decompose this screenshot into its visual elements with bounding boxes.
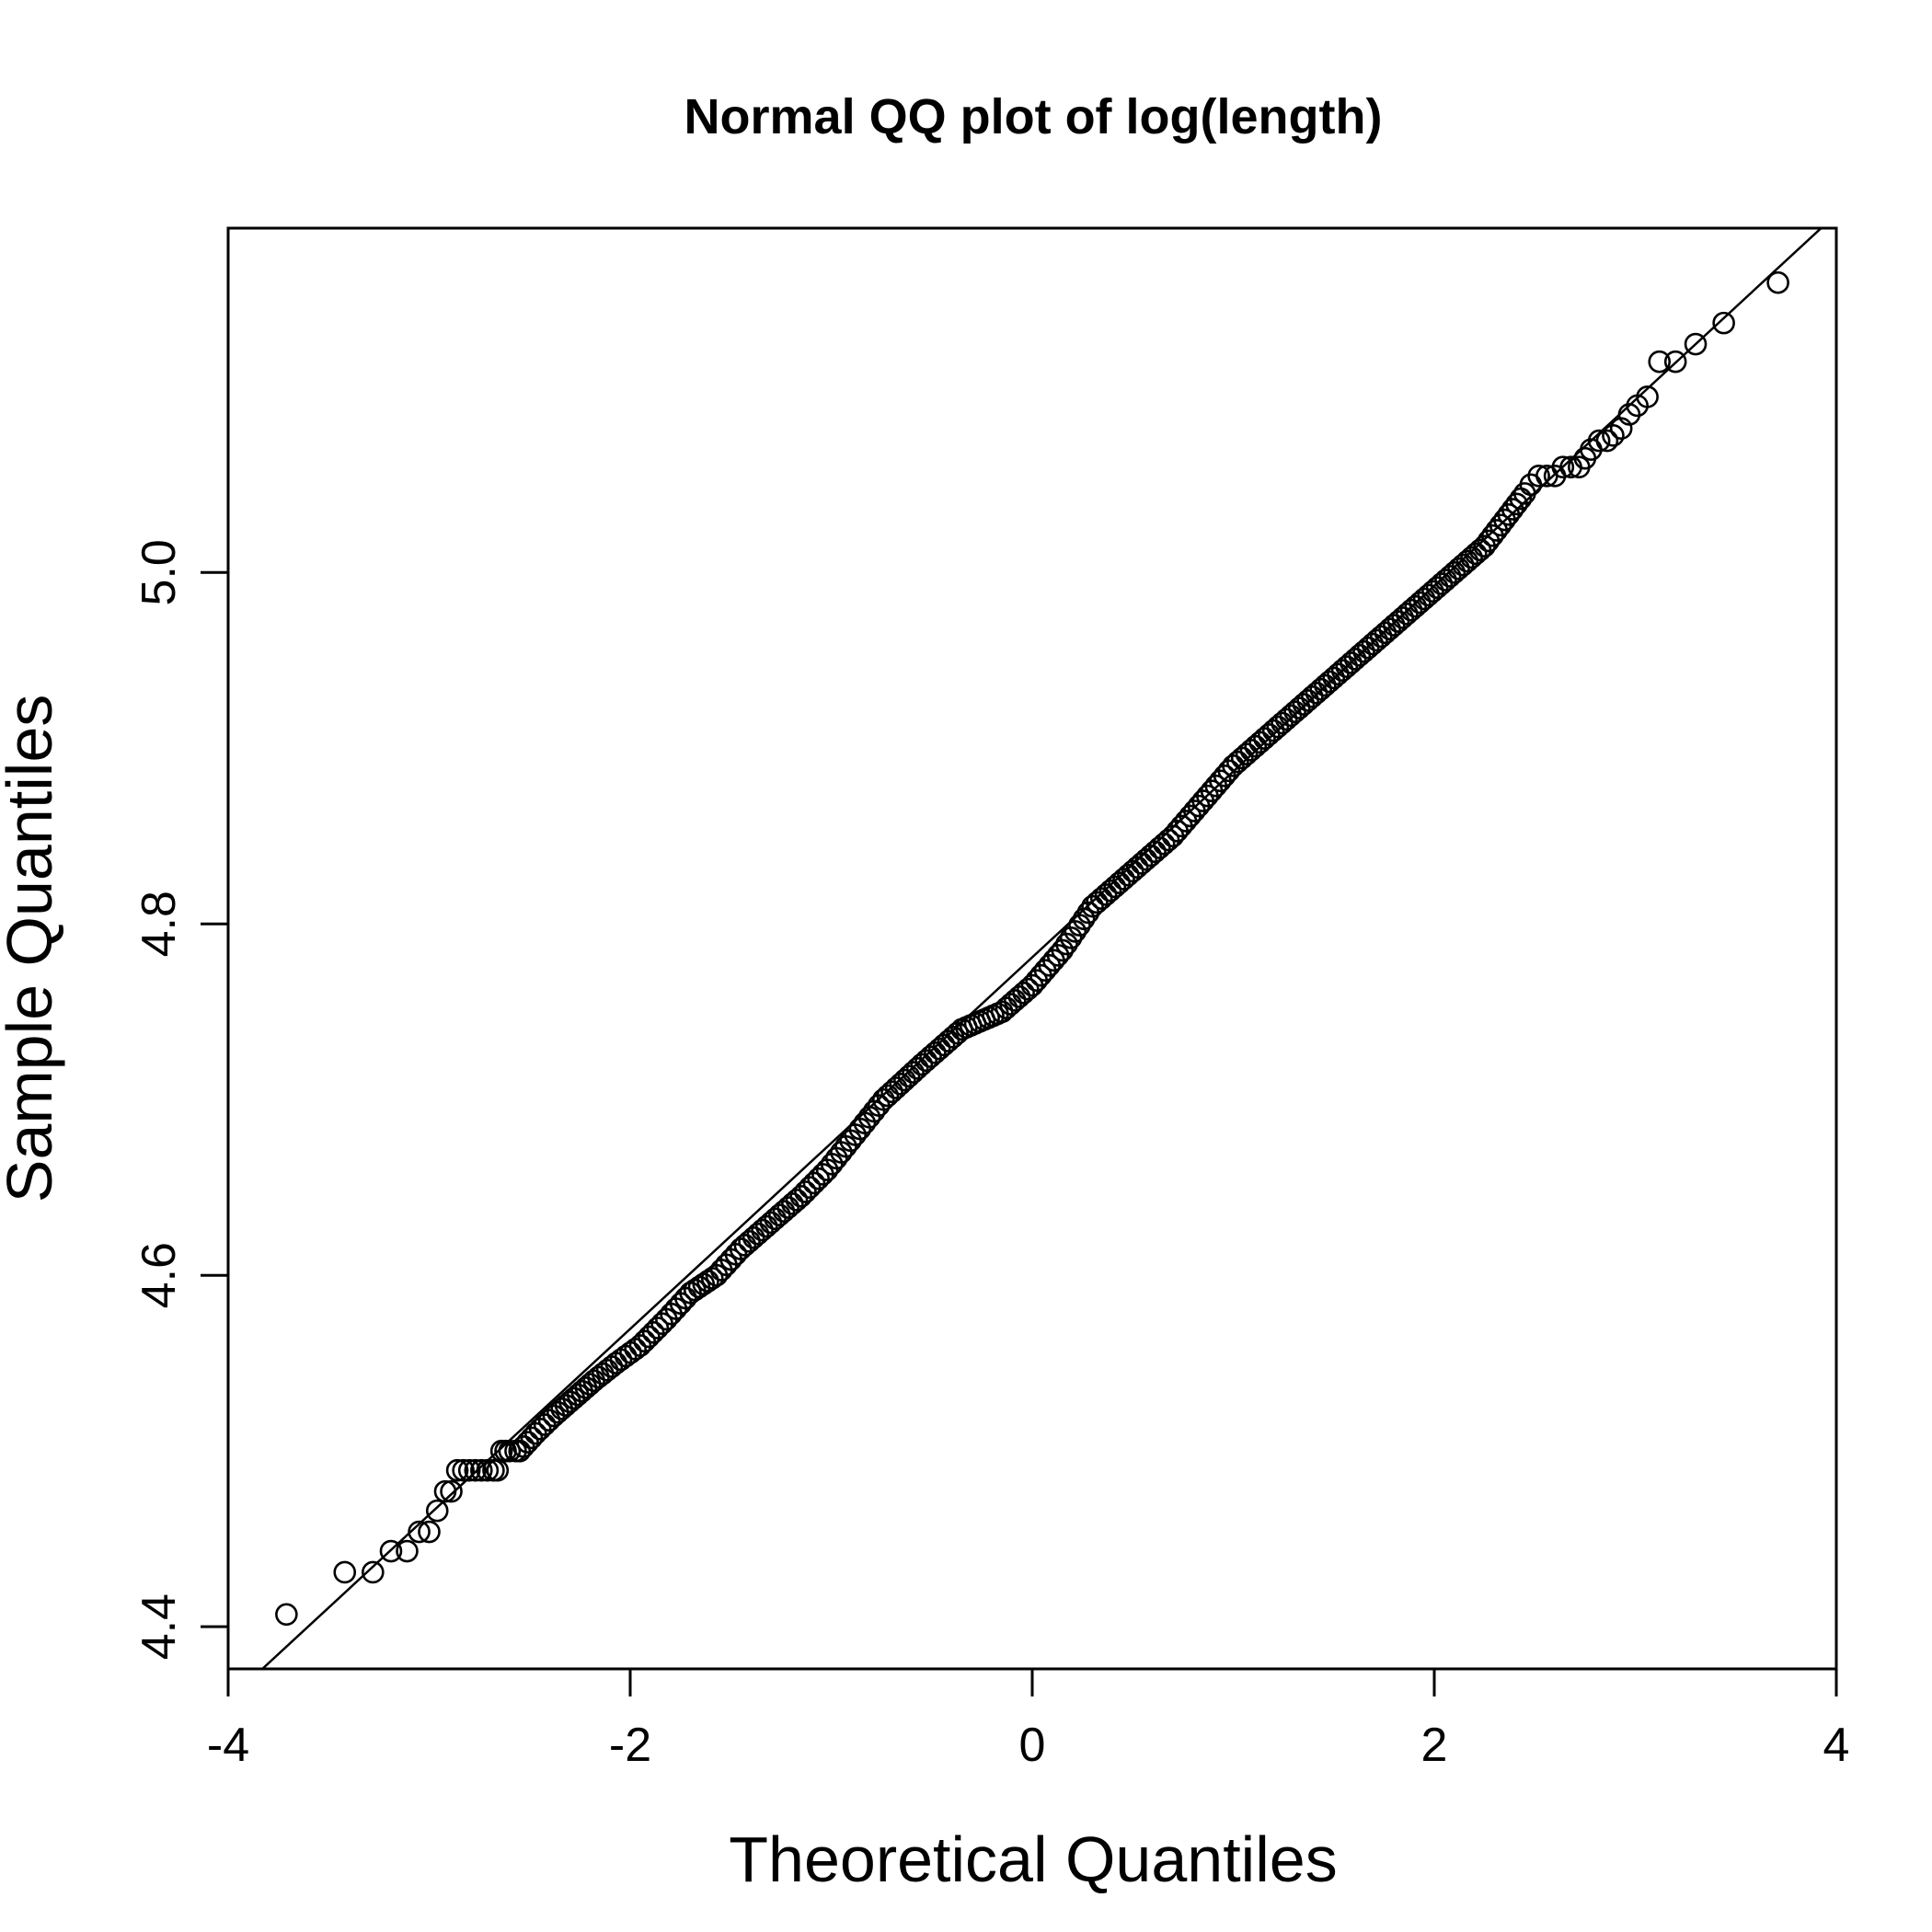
qq-point xyxy=(452,1458,475,1482)
qq-point-dense xyxy=(1017,977,1040,1001)
y-axis-label: Sample Quantiles xyxy=(0,695,65,1203)
qq-point-dense xyxy=(520,1426,544,1450)
data-points xyxy=(275,270,1789,1627)
y-tick-label-0: 4.4 xyxy=(132,1593,186,1660)
y-tick-label-2: 4.8 xyxy=(132,891,186,957)
qq-point xyxy=(1648,350,1672,374)
qq-point xyxy=(1663,350,1687,374)
qq-point xyxy=(1551,455,1575,479)
x-axis: -4 -2 0 2 4 xyxy=(207,1667,1850,1772)
qq-point-dense xyxy=(537,1409,561,1432)
qq-point xyxy=(1595,429,1619,453)
y-tick-label-3: 5.0 xyxy=(132,539,186,605)
qq-point xyxy=(425,1499,449,1523)
plot-frame xyxy=(226,226,1838,1671)
qq-point-dense xyxy=(641,1320,665,1344)
qq-point-dense xyxy=(785,1189,809,1212)
qq-point xyxy=(1712,311,1735,335)
qq-point xyxy=(1766,270,1789,294)
y-tick-label-1: 4.6 xyxy=(132,1242,186,1308)
qq-point-dense xyxy=(1505,492,1528,516)
qq-point-dense xyxy=(1509,487,1533,511)
qq-point-dense xyxy=(628,1334,652,1357)
y-axis: 4.4 4.6 4.8 5.0 xyxy=(132,539,228,1660)
qq-point xyxy=(396,1539,419,1563)
qq-point xyxy=(1527,464,1550,488)
qq-point xyxy=(418,1520,441,1544)
qq-point xyxy=(440,1479,463,1503)
qq-point xyxy=(1636,385,1659,408)
qq-point-dense xyxy=(638,1325,661,1349)
qq-point-dense xyxy=(876,1084,900,1108)
qq-point xyxy=(433,1479,457,1503)
qq-point xyxy=(464,1458,488,1482)
qq-point-dense xyxy=(889,1072,913,1096)
x-tick-label-4: 4 xyxy=(1823,1719,1850,1772)
chart-title: Normal QQ plot of log(length) xyxy=(684,89,1383,144)
qq-point xyxy=(362,1560,385,1584)
qq-point xyxy=(445,1458,469,1482)
qq-point-dense xyxy=(884,1076,908,1099)
qq-point xyxy=(333,1560,357,1584)
qq-point-dense xyxy=(807,1167,830,1190)
x-axis-label: Theoretical Quantiles xyxy=(729,1823,1337,1895)
qq-point-dense xyxy=(880,1080,903,1104)
qq-point-dense xyxy=(897,1064,921,1088)
x-tick-label-2: 0 xyxy=(1019,1719,1046,1772)
qq-point-dense xyxy=(633,1329,656,1353)
qq-point-dense xyxy=(802,1171,826,1195)
qq-point xyxy=(379,1539,403,1563)
qq-point xyxy=(275,1603,298,1627)
x-tick-label-3: 2 xyxy=(1421,1719,1448,1772)
x-tick-label-0: -4 xyxy=(207,1719,249,1772)
qq-point xyxy=(1684,332,1708,356)
qq-point xyxy=(408,1520,431,1544)
qq-point xyxy=(457,1458,481,1482)
qq-point-dense xyxy=(1046,944,1070,967)
qq-point xyxy=(476,1458,500,1482)
qq-point xyxy=(1602,424,1625,447)
qq-point-dense xyxy=(872,1087,895,1111)
qq-point-dense xyxy=(798,1176,822,1200)
x-tick-label-1: -2 xyxy=(609,1719,651,1772)
qq-point-dense xyxy=(902,1061,925,1084)
qq-point-dense xyxy=(893,1068,916,1092)
qq-point-dense xyxy=(789,1184,813,1208)
qq-point-dense xyxy=(905,1056,929,1080)
qq-point-dense xyxy=(646,1317,670,1340)
qq-point xyxy=(470,1458,493,1482)
qq-point-dense xyxy=(794,1180,817,1203)
qq-point xyxy=(1587,429,1611,453)
qq-point xyxy=(498,1439,522,1463)
